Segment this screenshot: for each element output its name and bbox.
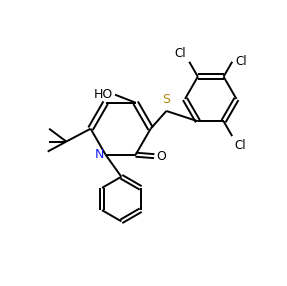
Text: N: N [95,148,104,161]
Text: S: S [162,93,170,106]
Text: O: O [156,150,166,163]
Text: Cl: Cl [235,55,247,68]
Text: Cl: Cl [234,139,246,152]
Text: Cl: Cl [175,47,186,59]
Text: HO: HO [94,88,113,101]
